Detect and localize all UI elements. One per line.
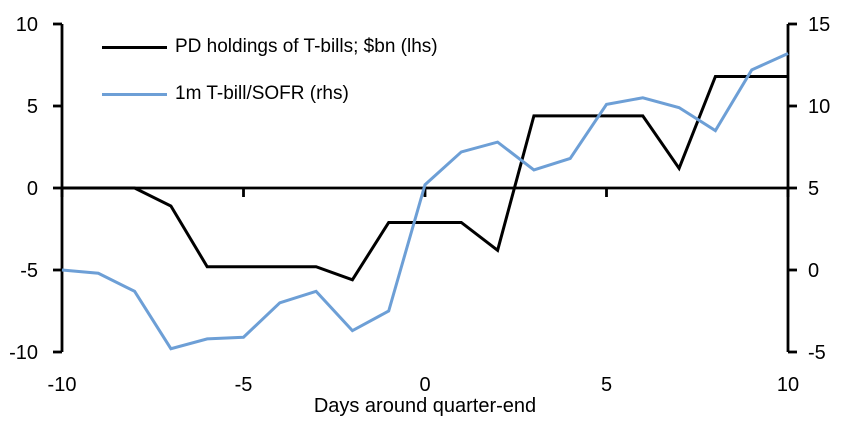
tbill-sofr-line xyxy=(61,52,789,351)
x-axis-tick-label: 10 xyxy=(777,374,799,396)
left-axis-tick-label: 0 xyxy=(27,178,38,200)
x-axis-title: Days around quarter-end xyxy=(313,395,537,417)
left-axis-tick-label: -10 xyxy=(9,342,38,364)
right-axis-tick-label: 15 xyxy=(808,14,830,36)
legend-line-pd-holdings xyxy=(102,45,167,49)
left-axis-tick-label: -5 xyxy=(20,260,38,282)
pd-holdings-line xyxy=(62,74,788,282)
legend-label-pd-holdings: PD holdings of T-bills; $bn (lhs) xyxy=(175,36,438,57)
x-axis-tick-label: 5 xyxy=(601,374,612,396)
legend-line-tbill-sofr xyxy=(102,92,167,96)
x-axis-tick-label: -10 xyxy=(48,374,77,396)
right-axis-tick-label: 10 xyxy=(808,96,830,118)
right-axis-tick-label: -5 xyxy=(808,342,826,364)
legend-item-pd-holdings: PD holdings of T-bills; $bn (lhs) xyxy=(102,36,438,58)
x-axis-tick-label: -5 xyxy=(235,374,253,396)
left-axis-tick-label: 5 xyxy=(27,96,38,118)
right-axis-tick-label: 0 xyxy=(808,260,819,282)
x-axis-tick-label: 0 xyxy=(419,374,430,396)
right-axis-tick-label: 5 xyxy=(808,178,819,200)
left-axis-tick-label: 10 xyxy=(16,14,38,36)
legend-label-tbill-sofr: 1m T-bill/SOFR (rhs) xyxy=(175,83,349,104)
legend-item-tbill-sofr: 1m T-bill/SOFR (rhs) xyxy=(102,83,349,105)
